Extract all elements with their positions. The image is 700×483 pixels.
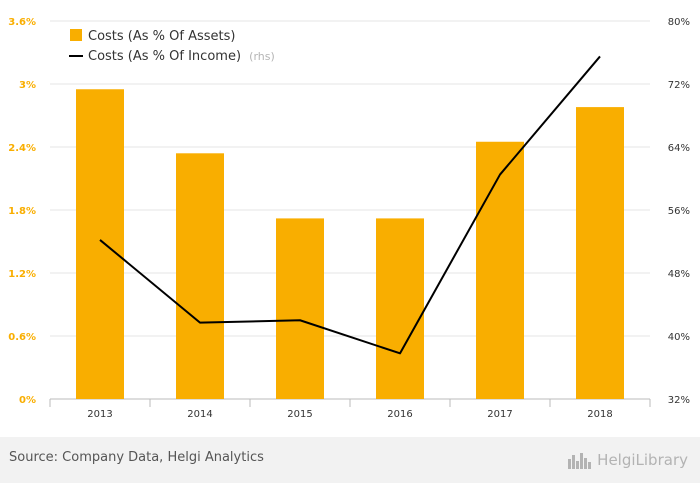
- axes: 0% 0.6% 1.2% 1.8% 2.4% 3% 3.6% 32% 40% 48% 56% 64% 7…: [8, 17, 690, 420]
- bar-2013: [76, 89, 124, 399]
- brand-name: HelgiLibrary: [597, 451, 688, 469]
- bar-series: [76, 89, 624, 399]
- legend-bar-label: Costs (As % Of Assets): [88, 29, 235, 44]
- line-series: [99, 55, 601, 355]
- city-skyline-icon: [568, 453, 592, 469]
- chart: 0% 0.6% 1.2% 1.8% 2.4% 3% 3.6% 32% 40% 48% 56% 64% 7…: [8, 17, 690, 420]
- left-axis-tick-label: 0.6%: [8, 332, 36, 343]
- legend-line-label: Costs (As % Of Income) (rhs): [88, 49, 275, 64]
- bar-2015: [276, 218, 324, 399]
- left-axis-tick-label: 1.2%: [8, 269, 36, 280]
- right-axis-tick-label: 56%: [668, 206, 690, 217]
- right-axis-tick-label: 80%: [668, 17, 690, 28]
- left-axis-tick-label: 2.4%: [8, 143, 36, 154]
- x-axis-tick-label: 2017: [487, 409, 512, 420]
- bar-2018: [576, 107, 624, 399]
- gridlines: [50, 20, 650, 400]
- x-axis-tick-label: 2013: [87, 409, 112, 420]
- right-axis-tick-label: 64%: [668, 143, 690, 154]
- right-axis-tick-label: 72%: [668, 80, 690, 91]
- footer: Source: Company Data, Helgi Analytics He…: [0, 437, 700, 483]
- source-text: Source: Company Data, Helgi Analytics: [9, 450, 264, 465]
- line-income-ratio: [99, 55, 601, 355]
- right-axis-tick-label: 48%: [668, 269, 690, 280]
- legend-rhs-suffix: (rhs): [249, 50, 275, 63]
- bar-2017: [476, 141, 524, 399]
- legend: Costs (As % Of Assets) Costs (As % Of In…: [69, 29, 275, 64]
- legend-bar-swatch: [70, 29, 82, 41]
- x-axis-tick-label: 2018: [587, 409, 612, 420]
- bar-2016: [376, 218, 424, 399]
- left-axis-tick-label: 3.6%: [8, 17, 36, 28]
- x-axis-tick-label: 2015: [287, 409, 312, 420]
- bar-2014: [176, 153, 224, 399]
- left-axis-tick-label: 1.8%: [8, 206, 36, 217]
- x-axis-tick-label: 2016: [387, 409, 412, 420]
- right-axis-tick-label: 32%: [668, 395, 690, 406]
- x-axis-tick-label: 2014: [187, 409, 212, 420]
- helgilibrary-logo-link[interactable]: HelgiLibrary: [567, 448, 688, 472]
- left-axis-tick-label: 3%: [19, 80, 36, 91]
- left-axis-tick-label: 0%: [19, 395, 36, 406]
- right-axis-tick-label: 40%: [668, 332, 690, 343]
